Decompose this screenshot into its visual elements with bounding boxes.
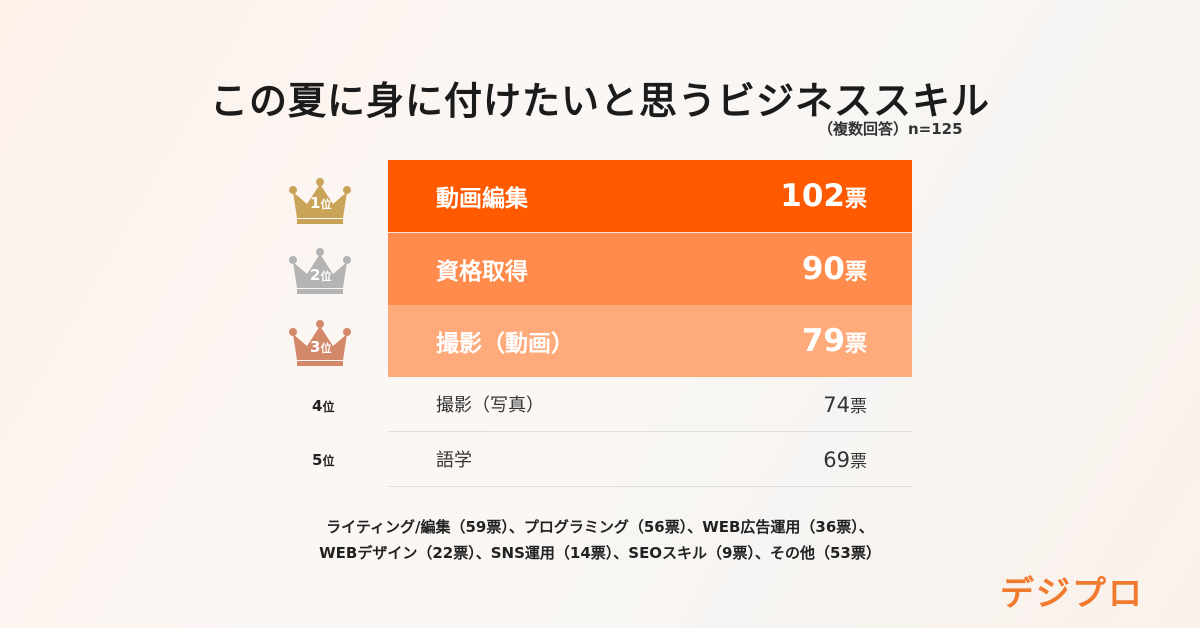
rank-1-label: 1位 xyxy=(310,194,331,212)
vote-number: 102 xyxy=(780,178,845,214)
other-responses-line-2: WEBデザイン（22票）、SNS運用（14票）、SEOスキル（9票）、その他（5… xyxy=(319,544,881,562)
rank-3-label: 3位 xyxy=(310,338,331,356)
rank-4-label: 4位 xyxy=(312,397,334,415)
rank-number: 3 xyxy=(310,338,321,356)
skill-label: 語学 xyxy=(436,450,472,471)
rank-number: 1 xyxy=(310,194,321,212)
rank-3-row: 撮影（動画） 79票 xyxy=(388,305,912,377)
vote-unit: 票 xyxy=(844,332,867,357)
gold-crown-icon xyxy=(287,174,353,226)
skill-label: 動画編集 xyxy=(436,186,528,212)
rank-5-label: 5位 xyxy=(312,451,334,469)
vote-count: 79票 xyxy=(802,323,867,359)
vote-unit: 票 xyxy=(850,451,867,472)
vote-count: 69票 xyxy=(823,447,867,472)
sample-note: （複数回答）n=125 xyxy=(818,120,963,138)
brand-logo: デジプロ xyxy=(1000,574,1144,614)
rank-unit: 位 xyxy=(320,342,332,355)
vote-unit: 票 xyxy=(850,396,867,417)
rank-number: 2 xyxy=(310,266,321,284)
rank-2-row: 資格取得 90票 xyxy=(388,233,912,306)
vote-count: 74票 xyxy=(823,392,867,417)
rank-4-row: 撮影（写真） 74票 xyxy=(388,377,912,432)
vote-count: 102票 xyxy=(780,178,867,214)
bronze-crown-icon xyxy=(287,316,353,368)
vote-count: 90票 xyxy=(802,251,867,287)
other-responses: ライティング/編集（59票）、プログラミング（56票）、WEB広告運用（36票）… xyxy=(0,514,1200,566)
rank-unit: 位 xyxy=(322,400,335,414)
skill-label: 資格取得 xyxy=(436,259,528,285)
rank-unit: 位 xyxy=(322,454,335,468)
vote-number: 79 xyxy=(801,323,845,359)
rank-1-row: 動画編集 102票 xyxy=(388,160,912,233)
rank-unit: 位 xyxy=(320,270,332,283)
silver-crown-icon xyxy=(287,244,353,296)
skill-label: 撮影（写真） xyxy=(436,395,544,416)
vote-unit: 票 xyxy=(844,187,867,212)
vote-number: 69 xyxy=(823,447,850,472)
vote-unit: 票 xyxy=(844,260,867,285)
rank-number: 4 xyxy=(312,397,323,415)
other-responses-line-1: ライティング/編集（59票）、プログラミング（56票）、WEB広告運用（36票）… xyxy=(326,518,874,536)
rank-unit: 位 xyxy=(320,198,332,211)
rank-2-label: 2位 xyxy=(310,266,331,284)
chart-title: この夏に身に付けたいと思うビジネススキル xyxy=(209,79,990,123)
rank-number: 5 xyxy=(312,451,323,469)
vote-number: 74 xyxy=(823,392,850,417)
vote-number: 90 xyxy=(801,251,845,287)
rank-5-row: 語学 69票 xyxy=(388,432,912,487)
skill-label: 撮影（動画） xyxy=(436,331,574,357)
